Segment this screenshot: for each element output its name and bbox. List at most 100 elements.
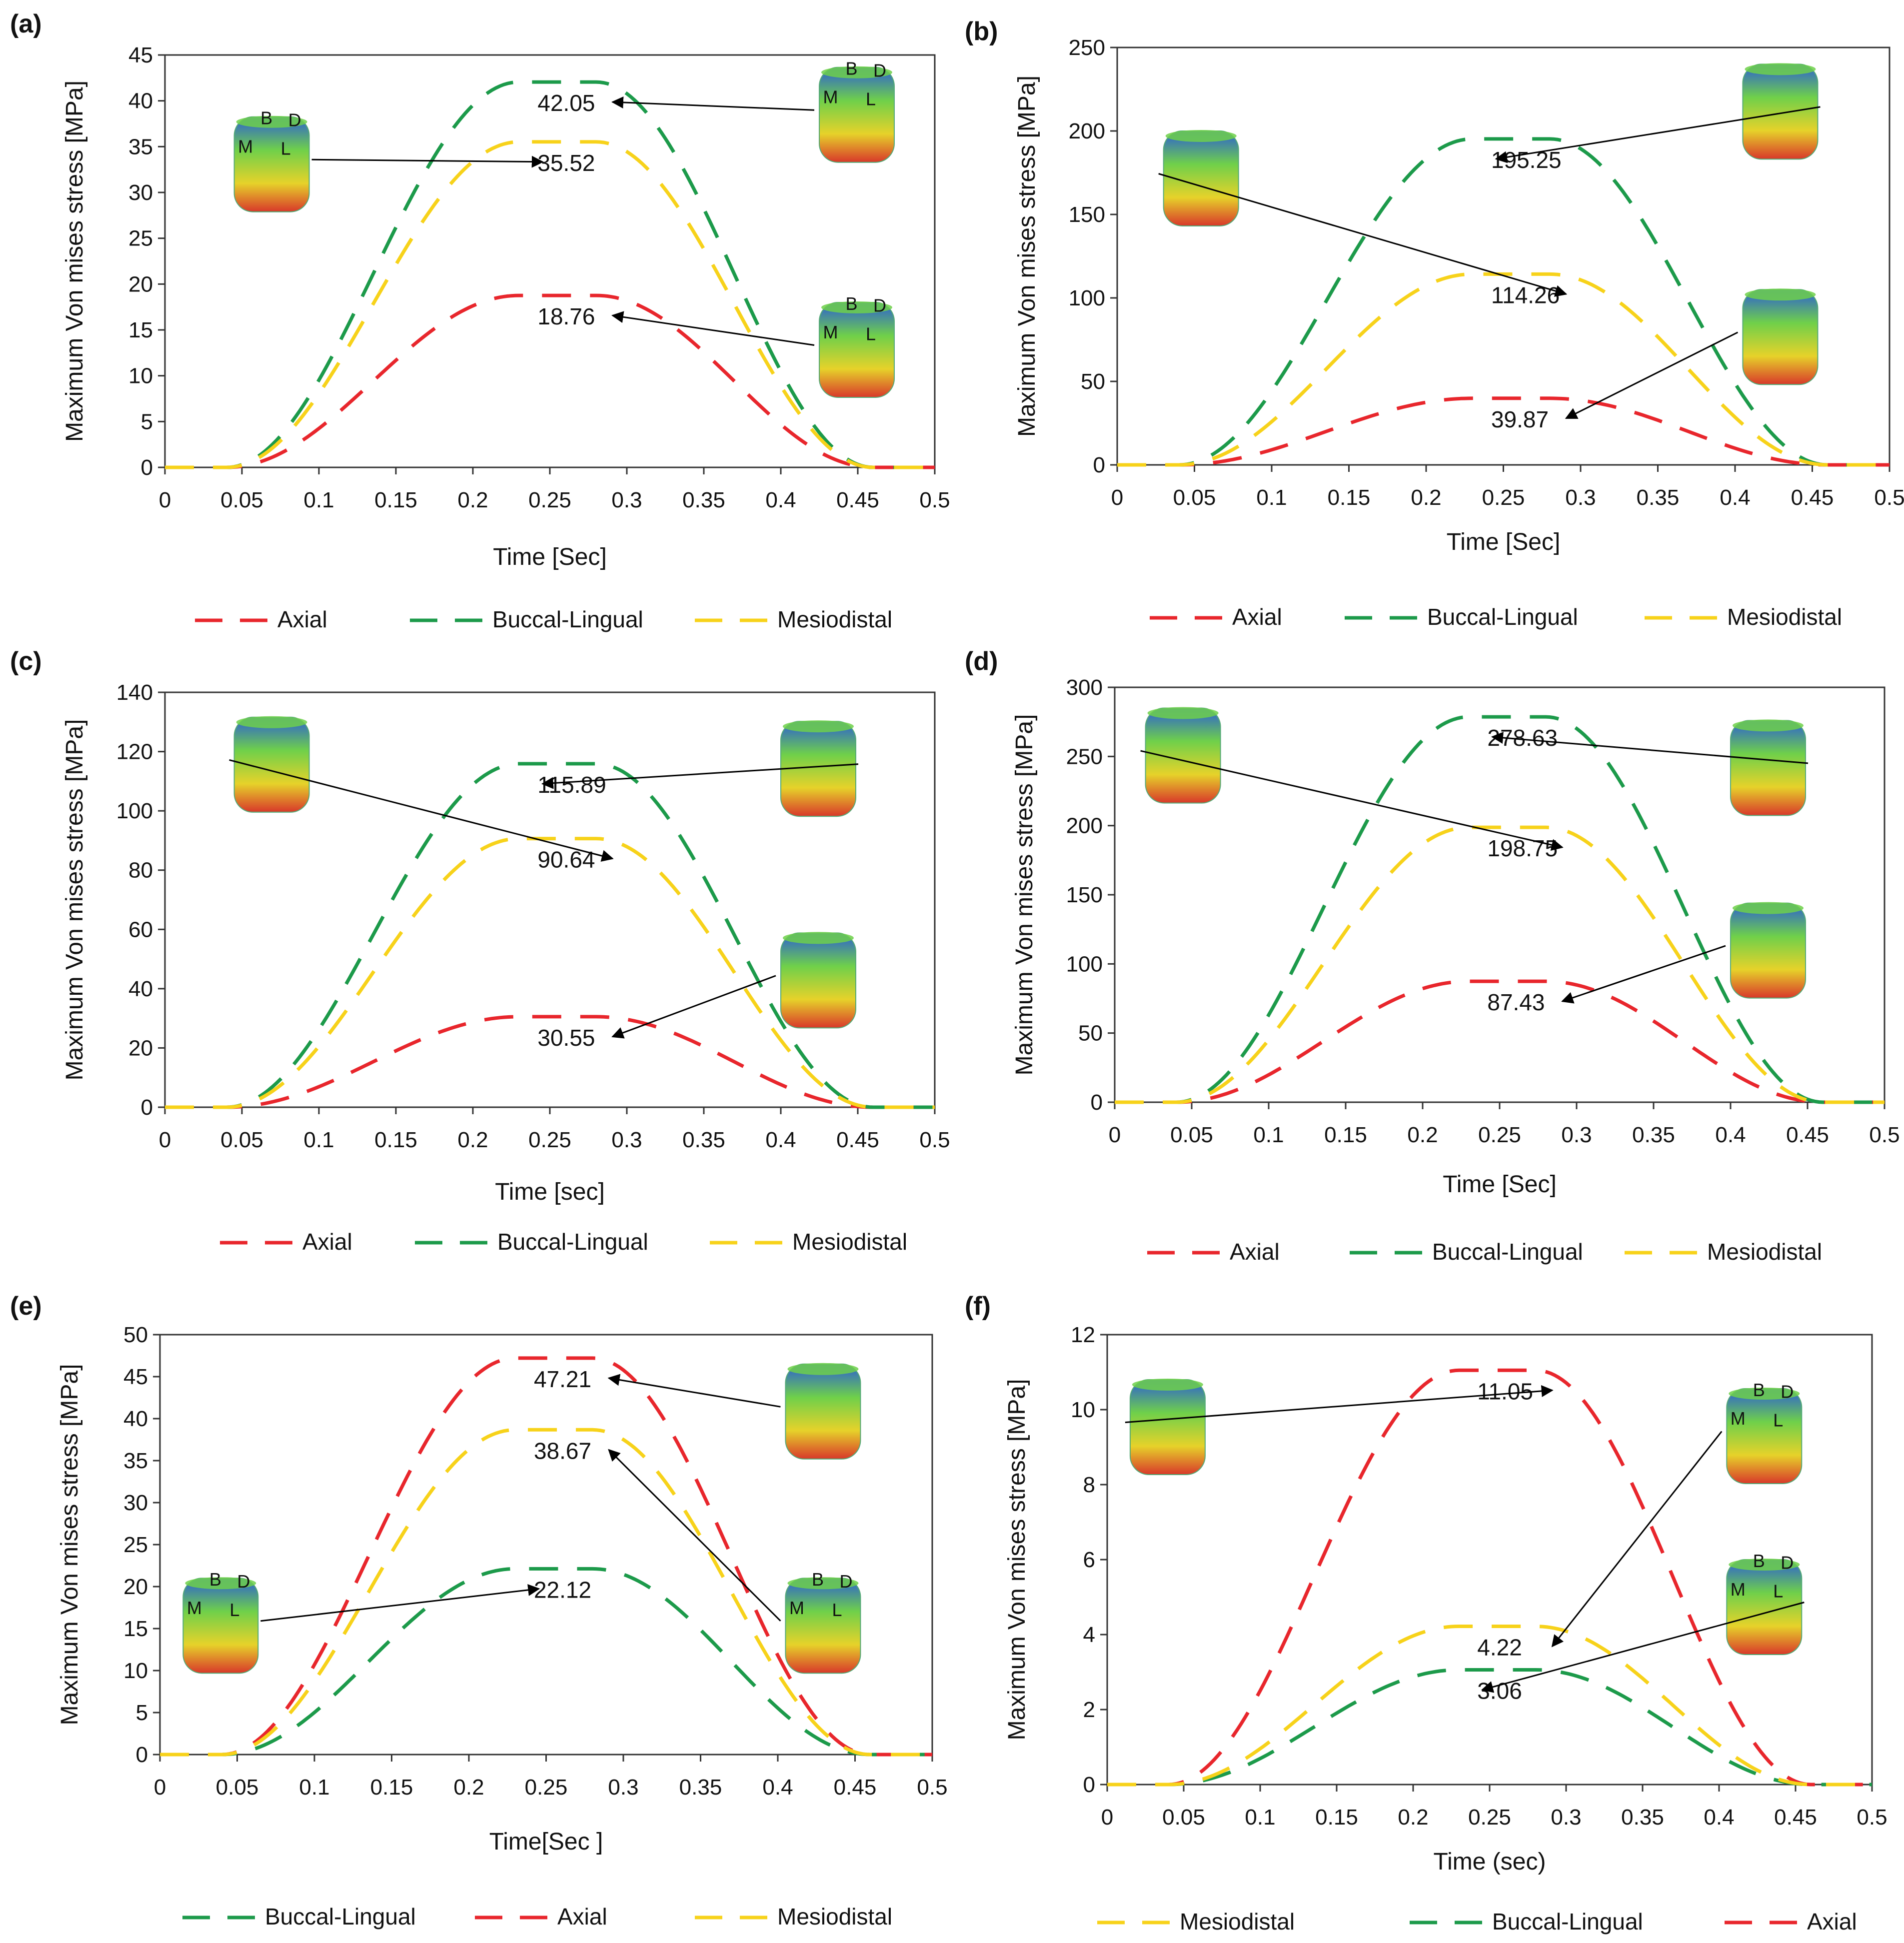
model-direction-label: D — [288, 109, 301, 130]
y-tick-label: 15 — [123, 1617, 148, 1641]
3d-stress-model-icon — [1742, 289, 1819, 385]
3d-stress-model-icon — [1726, 1559, 1803, 1655]
x-tick-label: 0.05 — [216, 1775, 259, 1800]
y-tick-label: 40 — [123, 1407, 148, 1431]
legend-label: Axial — [1232, 604, 1282, 630]
y-axis-title: Maximum Von mises stress [MPa] — [1004, 1379, 1030, 1741]
annotation-arrow — [1495, 106, 1821, 163]
x-axis-title: Time [Sec] — [1443, 1171, 1557, 1198]
chart-panel-f: (f) 0 2 4 6 8 10 12 0 0.05 0.1 0.15 0.2 0.25 0.3 0.35 0.… — [965, 1292, 1888, 1935]
peak-value-label: 22.12 — [534, 1577, 591, 1603]
model-direction-label: D — [873, 295, 886, 316]
peak-value-label: 39.87 — [1491, 406, 1549, 432]
annotation-arrow — [1565, 331, 1739, 419]
y-tick-label: 50 — [1081, 369, 1105, 394]
3d-stress-model-icon — [780, 932, 856, 1029]
x-tick-label: 0.2 — [457, 1128, 488, 1152]
y-tick-label: 200 — [1069, 119, 1105, 143]
model-top-surface — [1165, 130, 1237, 142]
model-direction-label: M — [238, 136, 253, 157]
x-axis-title: Time[Sec ] — [489, 1829, 603, 1855]
x-axis-title: Time [sec] — [495, 1179, 605, 1205]
series-line-mesiodistal — [1115, 825, 1885, 1104]
stress-model-thumbnail — [1163, 130, 1239, 226]
model-direction-label: M — [789, 1598, 804, 1618]
peak-value-label: 35.52 — [537, 150, 595, 176]
model-direction-label: L — [866, 324, 876, 344]
x-tick-label: 0.5 — [1869, 1123, 1900, 1147]
stress-model-thumbnail: B D M L — [819, 293, 895, 398]
3d-stress-model-icon — [1730, 902, 1806, 999]
3d-stress-model-icon — [819, 66, 895, 163]
model-direction-label: M — [823, 87, 838, 107]
series-line-axial — [165, 1015, 935, 1109]
y-tick-label: 0 — [1091, 1090, 1103, 1115]
y-tick-label: 5 — [136, 1701, 148, 1725]
panel-label: (a) — [10, 9, 42, 38]
x-tick-label: 0.35 — [1621, 1805, 1664, 1830]
x-axis-title: Time [Sec] — [493, 544, 607, 570]
3d-stress-model-icon — [233, 116, 310, 212]
peak-value-label: 38.67 — [534, 1438, 591, 1464]
x-tick-label: 0.45 — [834, 1775, 877, 1800]
chart-panel-d: (d) 0 50 100 150 200 250 300 0 0.05 0.1 0.15 0.2 0.25… — [965, 647, 1900, 1265]
model-direction-label: B — [812, 1569, 824, 1590]
x-tick-label: 0.25 — [1478, 1123, 1521, 1147]
model-top-surface — [1745, 63, 1816, 75]
peak-value-label: 3.06 — [1477, 1678, 1522, 1704]
peak-value-label: 115.89 — [537, 772, 606, 798]
x-tick-label: 0.35 — [679, 1775, 722, 1800]
model-top-surface — [1729, 1559, 1800, 1571]
y-tick-label: 10 — [123, 1659, 148, 1683]
y-tick-label: 4 — [1083, 1623, 1095, 1647]
x-tick-label: 0.05 — [1162, 1805, 1205, 1830]
y-tick-label: 60 — [128, 917, 153, 942]
model-top-surface — [787, 1363, 859, 1375]
y-tick-label: 20 — [128, 1036, 153, 1060]
3d-stress-model-icon — [785, 1363, 861, 1460]
y-tick-label: 0 — [1083, 1773, 1095, 1797]
x-tick-label: 0.5 — [917, 1775, 947, 1800]
series-line-buccal-lingual — [1117, 137, 1890, 467]
legend-label: Mesiodistal — [792, 1229, 907, 1255]
model-direction-label: M — [187, 1598, 202, 1618]
x-tick-label: 0.15 — [374, 488, 417, 512]
x-tick-label: 0.35 — [682, 488, 725, 512]
x-tick-label: 0.5 — [1857, 1805, 1887, 1830]
y-tick-label: 0 — [136, 1743, 148, 1767]
model-top-surface — [1733, 902, 1804, 914]
x-tick-label: 0.25 — [1482, 485, 1525, 510]
annotation-arrow — [1491, 731, 1809, 764]
x-tick-label: 0.2 — [1411, 485, 1441, 510]
x-tick-label: 0.1 — [1253, 1123, 1284, 1147]
y-tick-label: 150 — [1069, 202, 1105, 227]
y-tick-label: 25 — [128, 226, 153, 251]
model-direction-label: B — [209, 1569, 221, 1590]
chart-panel-e: (e) 0 5 10 15 20 25 30 35 40 45 50 0 0.05 0.1 0.15 0.2 0.… — [10, 1292, 948, 1930]
legend-label: Buccal-Lingual — [1432, 1239, 1583, 1265]
peak-value-label: 4.22 — [1477, 1635, 1522, 1661]
y-axis-title: Maximum Von mises stress [MPa] — [56, 1364, 83, 1726]
x-tick-label: 0.2 — [1398, 1805, 1428, 1830]
peak-value-label: 11.05 — [1477, 1378, 1533, 1404]
series-line-axial — [1117, 396, 1890, 467]
x-tick-label: 0.1 — [299, 1775, 329, 1800]
legend-label: Axial — [302, 1229, 352, 1255]
x-tick-label: 0.3 — [611, 1128, 642, 1152]
series-line-axial — [165, 293, 935, 469]
x-tick-label: 0.5 — [1874, 485, 1904, 510]
series-line-mesiodistal — [1117, 272, 1890, 467]
x-tick-label: 0.1 — [1245, 1805, 1275, 1830]
peak-value-label: 114.26 — [1491, 282, 1560, 308]
model-direction-label: L — [229, 1600, 239, 1620]
stress-model-thumbnail — [1742, 63, 1819, 160]
x-tick-label: 0.25 — [528, 1128, 571, 1152]
series-line-mesiodistal — [160, 1428, 932, 1757]
y-tick-label: 140 — [116, 680, 153, 705]
y-axis-title: Maximum Von mises stress [MPa] — [1011, 714, 1038, 1076]
legend-label: Buccal-Lingual — [1427, 604, 1578, 630]
x-tick-label: 0.15 — [1315, 1805, 1358, 1830]
stress-model-thumbnail — [1742, 288, 1819, 385]
series-line-buccal-lingual — [165, 762, 935, 1109]
x-tick-label: 0.45 — [1774, 1805, 1817, 1830]
